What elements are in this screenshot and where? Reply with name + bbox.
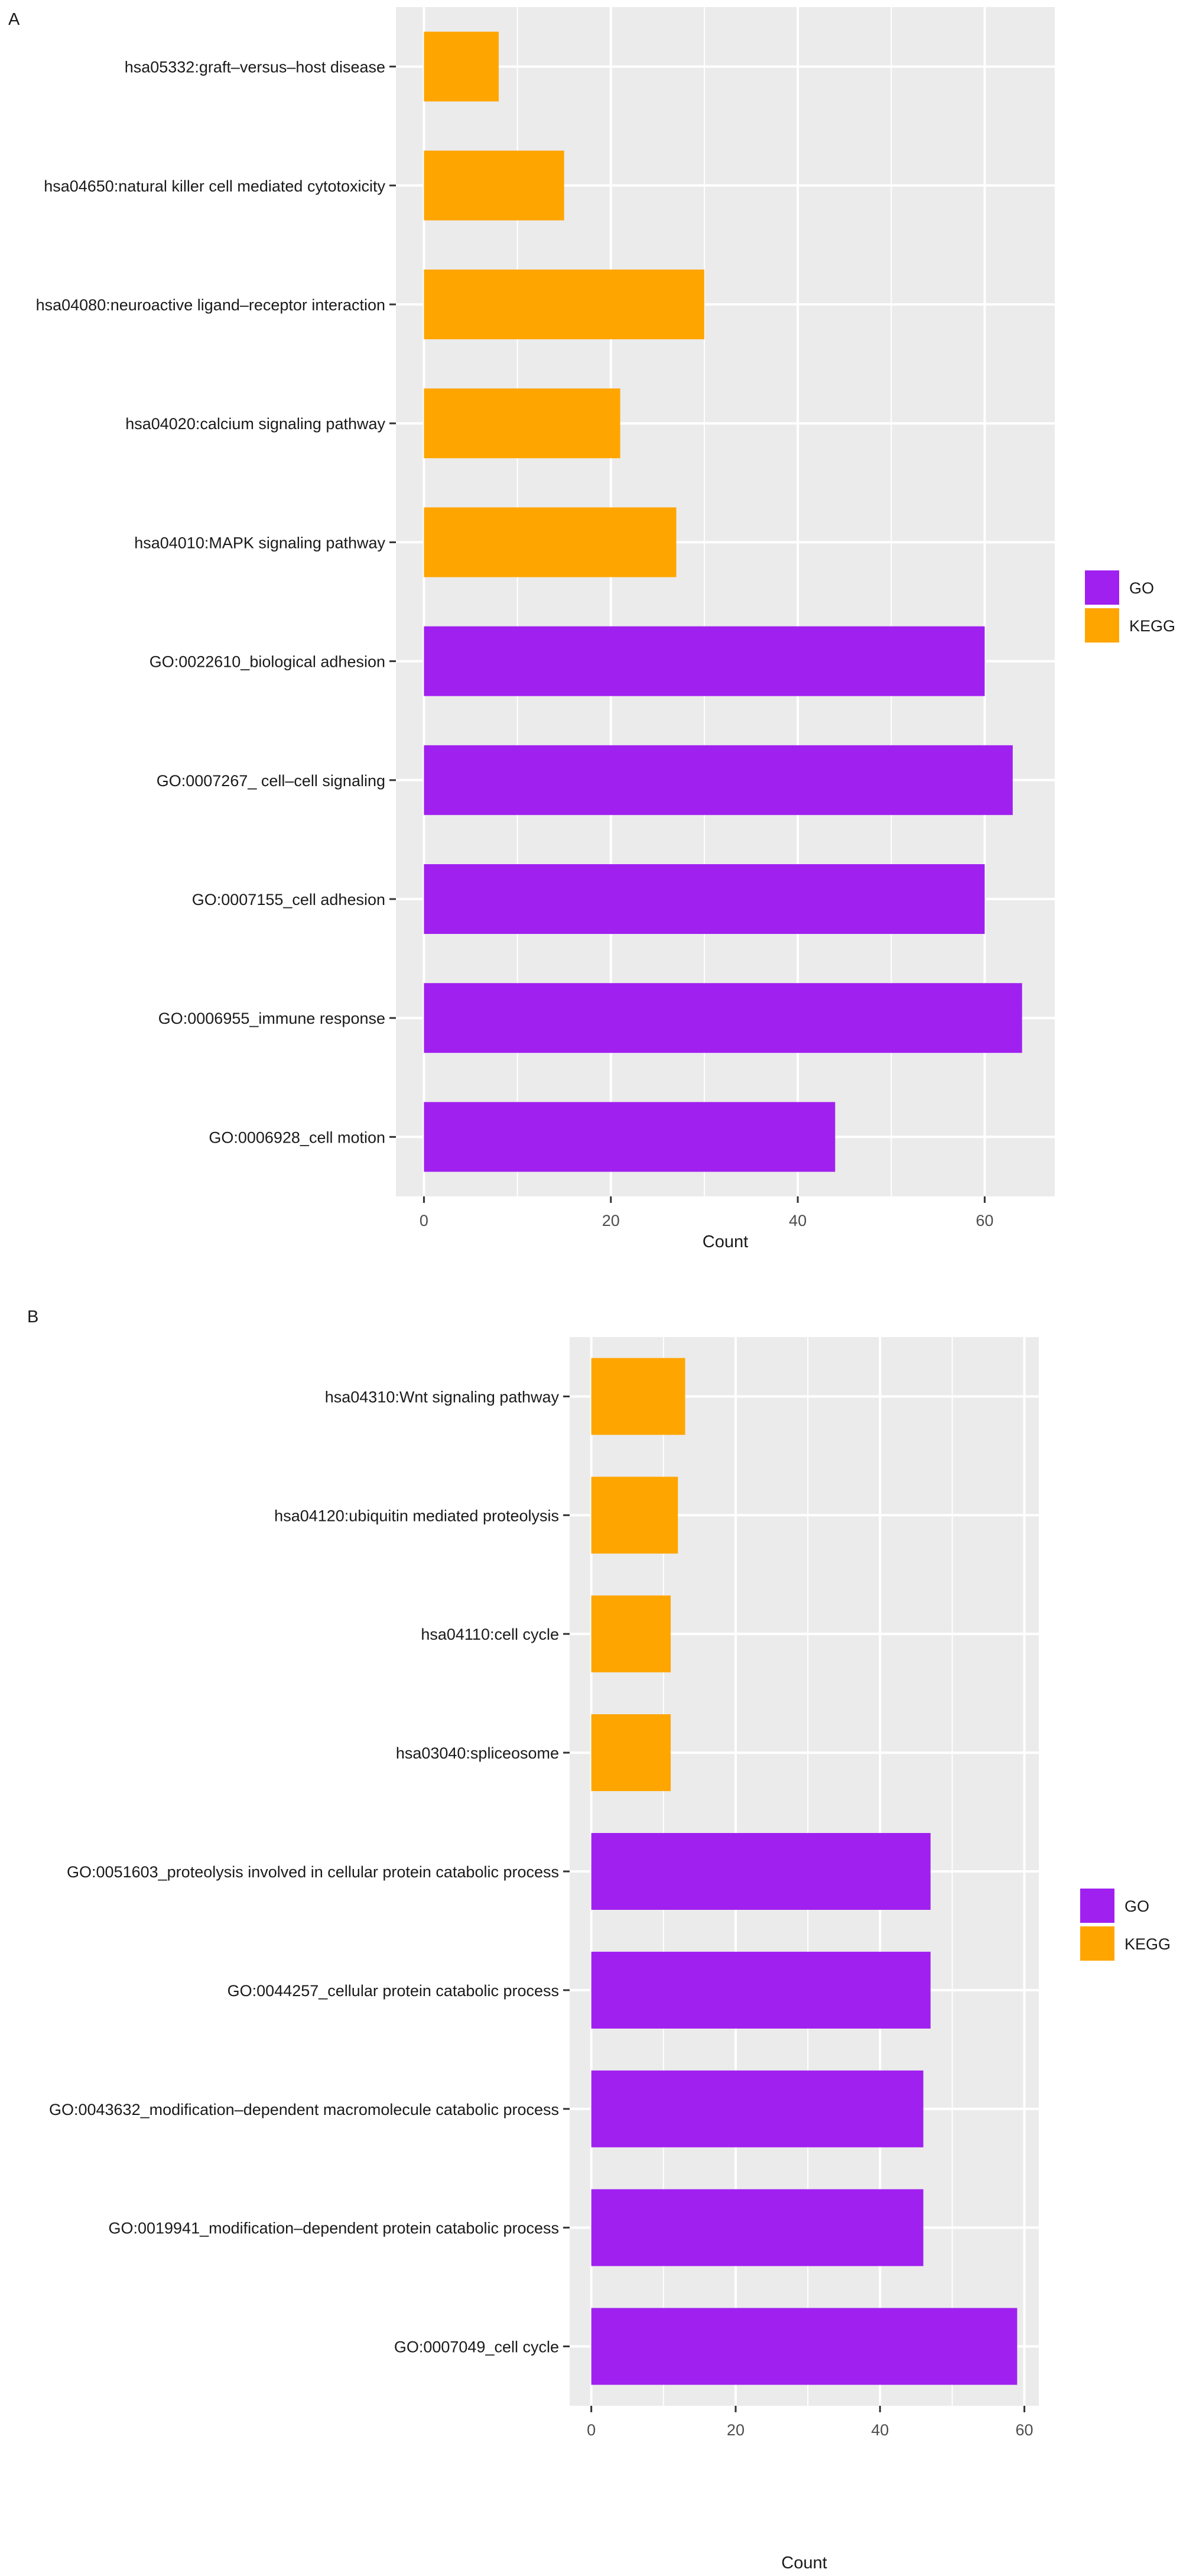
x-tick-label: 60: [976, 1212, 993, 1229]
bar: [591, 1477, 678, 1554]
legend-label-kegg: KEGG: [1129, 617, 1175, 635]
x-tick-label: 40: [789, 1212, 807, 1229]
category-label: GO:0043632_modification–dependent macrom…: [49, 2101, 559, 2118]
bar: [591, 2189, 924, 2266]
bar: [424, 150, 564, 220]
legend-key-go: [1080, 1889, 1114, 1923]
category-label: GO:0006928_cell motion: [209, 1128, 385, 1146]
bar: [424, 507, 677, 578]
bar: [424, 388, 620, 459]
legend-label-kegg: KEGG: [1124, 1935, 1171, 1953]
x-tick-label: 0: [587, 2421, 596, 2439]
panel-label: B: [27, 1308, 38, 1326]
panel-label: A: [8, 10, 20, 29]
bar: [591, 1714, 671, 1792]
legend-key-kegg: [1080, 1926, 1114, 1961]
bar: [424, 983, 1022, 1053]
category-label: GO:0044257_cellular protein catabolic pr…: [228, 1982, 559, 2000]
x-tick-label: 40: [871, 2421, 889, 2439]
category-label: hsa03040:spliceosome: [396, 1744, 559, 1762]
category-label: GO:0007267_ cell–cell signaling: [157, 772, 385, 790]
bar: [591, 2308, 1018, 2385]
category-label: hsa04020:calcium signaling pathway: [125, 415, 385, 433]
category-label: hsa04010:MAPK signaling pathway: [134, 534, 385, 551]
bar: [591, 2070, 924, 2147]
category-label: hsa04650:natural killer cell mediated cy…: [44, 177, 385, 195]
x-tick-label: 0: [420, 1212, 428, 1229]
bar: [591, 1358, 685, 1435]
category-label: hsa05332:graft–versus–host disease: [125, 59, 385, 76]
x-tick-label: 60: [1016, 2421, 1034, 2439]
x-tick-label: 20: [602, 1212, 620, 1229]
bar: [424, 626, 985, 696]
category-label: GO:0051603_proteolysis involved in cellu…: [67, 1863, 559, 1881]
bar: [591, 1951, 931, 2029]
legend: GO KEGG: [1080, 1889, 1171, 1961]
category-label: GO:0007155_cell adhesion: [192, 891, 385, 909]
bar: [424, 864, 985, 934]
legend-key-go: [1085, 570, 1119, 605]
category-label: hsa04120:ubiquitin mediated proteolysis: [274, 1507, 559, 1524]
legend-label-go: GO: [1124, 1897, 1149, 1915]
bar: [424, 270, 704, 339]
bar: [591, 1833, 931, 1910]
category-label: GO:0006955_immune response: [158, 1010, 385, 1027]
category-label: GO:0007049_cell cycle: [394, 2338, 559, 2356]
x-tick-label: 20: [727, 2421, 745, 2439]
x-axis-title: Count: [703, 1232, 748, 1251]
category-label: GO:0019941_modification–dependent protei…: [108, 2220, 559, 2237]
category-label: hsa04310:Wnt signaling pathway: [325, 1388, 560, 1406]
category-label: hsa04110:cell cycle: [421, 1626, 559, 1643]
x-axis-title: Count: [781, 2554, 827, 2572]
bar: [424, 745, 1013, 815]
category-label: hsa04080:neuroactive ligand–receptor int…: [36, 296, 385, 314]
legend-label-go: GO: [1129, 579, 1154, 597]
legend-key-kegg: [1085, 608, 1119, 643]
legend: GO KEGG: [1085, 570, 1175, 643]
bar: [424, 31, 499, 102]
bar: [591, 1595, 671, 1673]
category-label: GO:0022610_biological adhesion: [150, 653, 385, 671]
bar: [424, 1102, 836, 1172]
